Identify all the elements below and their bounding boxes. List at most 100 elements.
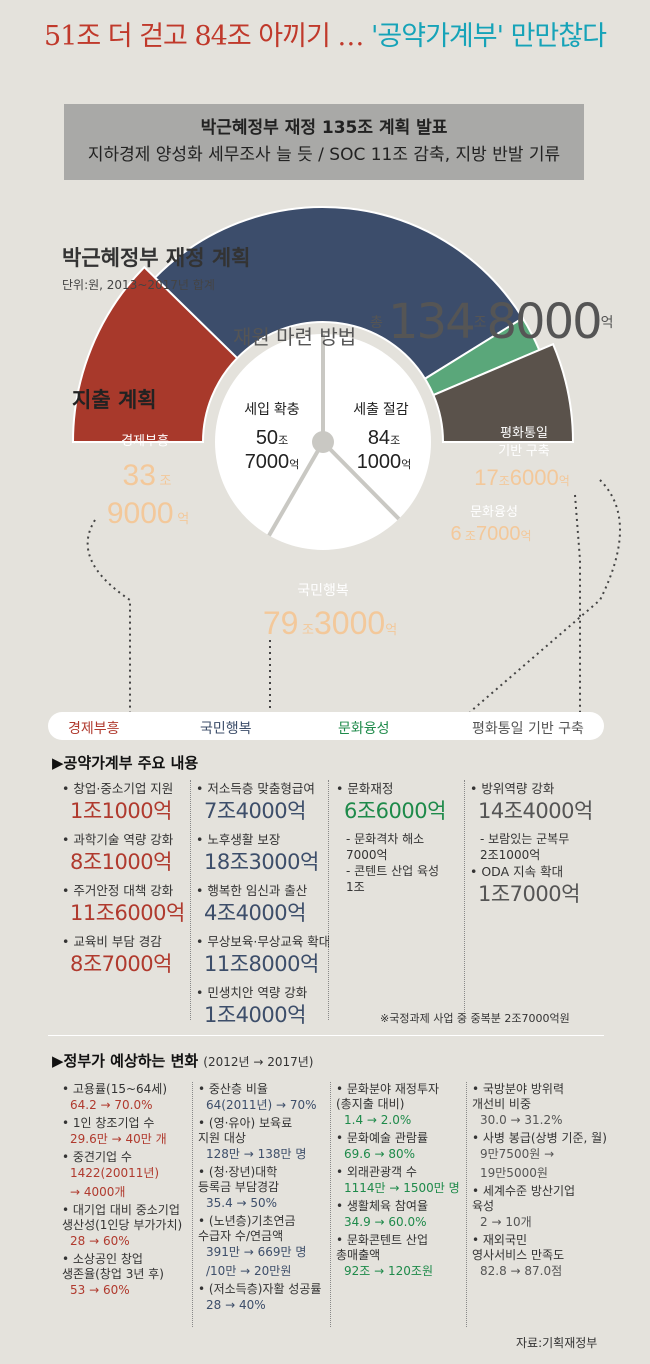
pledge-item-title: • 문화재정 [336,781,394,796]
change-item-title: • 중견기업 수 [62,1150,132,1164]
funding-label-revenue: 세입 확충 [244,401,300,417]
source: 자료:기획재정부 [516,1336,598,1350]
change-item-value: 1.4 → 2.0% [344,1113,412,1127]
change-item-value: 53 → 60% [70,1283,130,1297]
dotted-connector-2 [574,494,581,712]
change-item-title: • 문화분야 재정투자 [336,1082,440,1096]
funding-label: 재원 마련 방법 [233,325,357,349]
change-item-value: 391만 → 669만 명 [206,1245,307,1259]
dotted-connector-0 [86,519,131,712]
pledge-column-1: • 저소득층 맞춤형급여 7조4000억 • 노후생활 보장 18조3000억 • 행복… [196,780,330,1035]
change-column-3: • 국방분야 방위력 개선비 비중 30.0 → 31.2% • 사병 봉급(상병 … [472,1082,607,1282]
pledge-item-value: 1조1000억 [70,799,172,823]
spend-value-welfare: 79 조3000억 [263,605,397,641]
pledge-item-value: 18조3000억 [204,850,319,874]
legend-econ: 경제부흥 [68,721,120,737]
change-item-value: 128만 → 138만 명 [206,1147,307,1161]
change-item-title: 개선비 비중 [472,1097,532,1111]
change-item-title: 수급자 수/연금액 [198,1229,284,1243]
change-item-value: 92조 → 120조원 [344,1264,433,1278]
pledge-item-value: 14조4000억 [478,799,593,823]
pledge-item-value: 11조8000억 [204,952,319,976]
spend-label-peace-1: 평화통일 [500,425,548,440]
change-item-title: • 세계수준 방산기업 [472,1184,576,1198]
legend-culture: 문화융성 [338,721,390,737]
column-separator [330,1082,331,1327]
column-separator [192,1082,193,1327]
change-item-title: • (저소득층)자활 성공률 [198,1282,322,1296]
chart-title: 박근혜정부 재정 계획 [62,246,251,270]
ring-segment-econ [71,265,239,443]
spend-value-peace: 17조6000억 [474,465,570,490]
headline: 51조 더 걷고 84조 아끼기 … '공약가계부' 만만찮다 [44,21,607,52]
pledge-item-title: • 주거안정 대책 강화 [62,883,174,898]
chart-unit: 단위:원, 2013~2017년 합계 [62,278,215,292]
change-item-title: 생산성(1인당 부가가치) [62,1218,183,1232]
change-item-title: • 사병 봉급(상병 기준, 월) [472,1131,607,1145]
change-column-2: • 문화분야 재정투자 (총지출 대비) 1.4 → 2.0% • 문화예술 관람률… [336,1082,460,1282]
change-item-value: 9만7500원 → [480,1147,555,1161]
spend-label-culture: 문화융성 [470,504,518,519]
subtitle-line-2: 지하경제 양성화 세무조사 늘 듯 / SOC 11조 감축, 지방 반발 기류 [87,145,561,165]
duplicate-note: ※국정과제 사업 중 중복분 2조7000억원 [380,1012,570,1025]
legend-welfare: 국민행복 [200,721,252,737]
pie-divider-1 [321,440,401,521]
pledge-item-value: 11조6000억 [70,901,185,925]
funding-value-revenue-eok: 7000억 [245,451,300,473]
change-item-title: • 1인 창조기업 수 [62,1116,155,1130]
funding-value-saving-eok: 1000억 [357,451,412,473]
section-divider [48,1035,604,1036]
legend-peace: 평화통일 기반 구축 [472,721,584,737]
column-separator [190,780,191,1020]
change-column-1: • 중산층 비율 64(2011년) → 70% • (영·유아) 보육료 지원 대… [198,1082,321,1316]
spend-value-econ-jo: 33 조 [123,459,172,492]
pledge-column-3: • 방위역량 강화 14조4000억 - 보람있는 군복무 2조1000억 • ODA… [470,780,593,914]
change-item-title: 생존율(창업 3년 후) [62,1267,164,1281]
change-item-title: • 소상공인 창업 [62,1252,143,1266]
change-item-title: • (청·장년)대학 [198,1165,278,1179]
change-item-title: • (노년층)기초연금 [198,1214,296,1228]
pledge-item-sub: 7000억 [346,848,388,862]
change-item-value: 64.2 → 70.0% [70,1098,153,1112]
column-separator [328,780,329,1020]
pie-hub [312,431,334,453]
column-separator [466,1082,467,1327]
pledge-item-value: 4조4000억 [204,901,306,925]
pledge-item-title: • 저소득층 맞춤형급여 [196,781,315,796]
pledge-item-sub: 1조 [346,880,365,894]
pledge-item-title: • 방위역량 강화 [470,781,555,796]
category-legend-bar: 경제부흥 국민행복 문화융성 평화통일 기반 구축 [48,712,604,740]
change-item-title: • (영·유아) 보육료 [198,1116,293,1130]
spend-value-culture: 6 조7000억 [450,523,531,545]
funding-value-revenue-jo: 50조 [256,427,288,449]
spending-label: 지출 계획 [72,388,157,412]
spend-label-welfare: 국민행복 [297,582,349,598]
change-item-value: 28 → 60% [70,1234,130,1248]
change-item-title: • 문화콘텐트 산업 [336,1233,428,1247]
pledge-item-title: • 행복한 임신과 출산 [196,883,308,898]
change-item-title: (총지출 대비) [336,1097,405,1111]
pledge-item-value: 1조4000억 [204,1003,306,1027]
pledge-item-value: 1조7000억 [478,882,580,906]
change-item-title: 육성 [472,1199,495,1213]
pledge-heading: ▶공약가계부 주요 내용 [52,754,199,772]
pie-divider-2 [267,441,325,537]
change-item-value: 19만5000원 [480,1166,548,1180]
change-item-value: 34.9 → 60.0% [344,1215,427,1229]
funding-total: 총 134조8000억 [370,294,614,350]
change-item-title: • 고용률(15~64세) [62,1082,168,1096]
change-item-value: 64(2011년) → 70% [206,1098,317,1112]
change-item-value: 1422(20011년) [70,1166,160,1180]
change-item-value: /10만 → 20만원 [206,1264,292,1278]
change-item-title: • 대기업 대비 중소기업 [62,1203,180,1217]
pledge-item-value: 6조6000억 [344,799,446,823]
pledge-item-title: • 교육비 부담 경감 [62,934,162,949]
change-item-title: • 재외국민 [472,1233,528,1247]
pledge-item-title: • 과학기술 역량 강화 [62,832,174,847]
change-item-title: • 생활체육 참여율 [336,1199,428,1213]
pledge-item-title: • 노후생활 보장 [196,832,281,847]
change-item-title: 등록금 부담경감 [198,1180,280,1194]
pledge-item-sub: - 보람있는 군복무 [480,832,570,846]
ring-segment-peace [432,342,575,443]
